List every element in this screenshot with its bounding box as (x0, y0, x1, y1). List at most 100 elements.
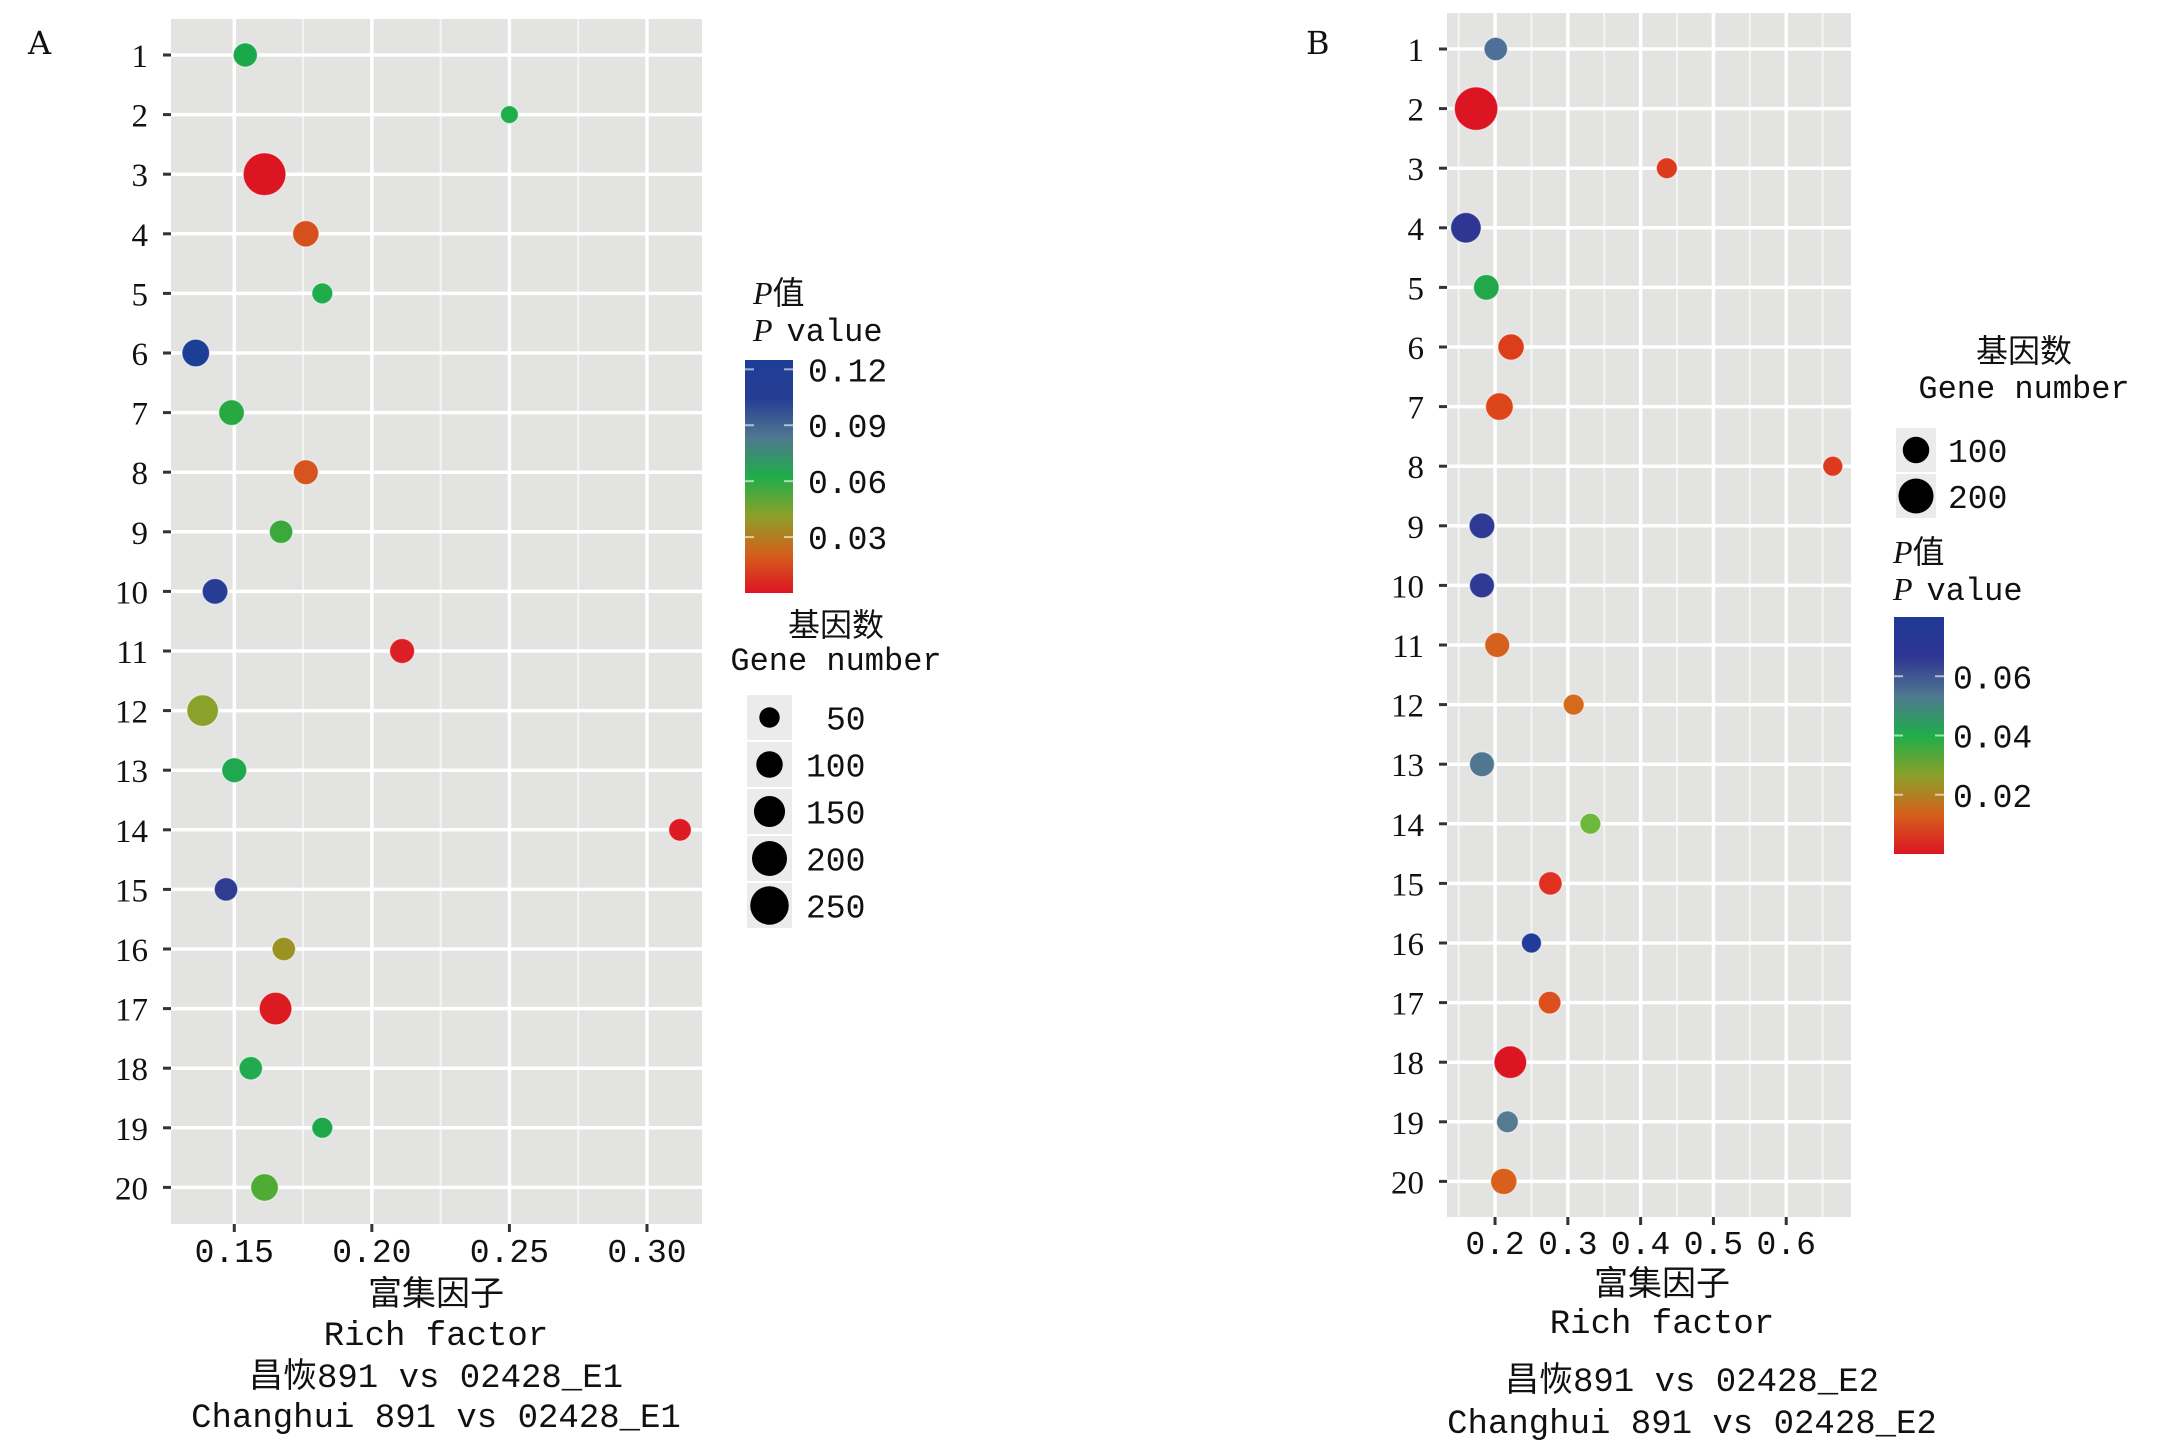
y-tick-label: 12 (115, 695, 148, 731)
y-tick-label: 10 (115, 575, 148, 611)
data-point (1485, 392, 1514, 422)
x-tick-label: 0.2 (1465, 1227, 1524, 1264)
y-tick-label: 14 (1391, 808, 1424, 844)
data-point (1497, 333, 1525, 361)
data-point (221, 757, 248, 784)
y-tick-label: 13 (115, 754, 148, 790)
data-point (1453, 86, 1499, 131)
data-point (1468, 751, 1496, 778)
x-tick-label: 0.6 (1757, 1227, 1816, 1264)
y-tick-label: 20 (115, 1171, 148, 1207)
data-point (1822, 455, 1844, 477)
legend-title-en-text: value (1927, 573, 2023, 610)
size-key-label: 200 (806, 844, 865, 881)
x-tick-label: 0.5 (1684, 1227, 1743, 1264)
colorbar (745, 360, 793, 593)
x-axis-title: Rich factor (324, 1318, 548, 1356)
plot-area (171, 19, 702, 1224)
x-tick-label: 0.15 (195, 1235, 274, 1272)
legend-title-p2: P (752, 312, 773, 348)
size-legend: 基因数 Gene number 50 100 150 200 250 (730, 608, 942, 928)
data-point (1520, 932, 1543, 954)
y-tick-label: 5 (1408, 271, 1425, 307)
legend-title-cn: P值 (752, 275, 805, 314)
gridlines (171, 19, 702, 1224)
y-tick-label: 13 (1391, 748, 1424, 784)
data-point (258, 991, 293, 1026)
size-legend-title-en: Gene number (730, 643, 941, 680)
y-tick-label: 18 (1391, 1046, 1424, 1082)
data-point (292, 459, 319, 486)
data-point (238, 1055, 264, 1081)
colorbar-ticks: 0.12 0.09 0.06 0.03 (745, 354, 887, 559)
y-tick-label: 18 (115, 1052, 148, 1088)
data-point (201, 577, 229, 605)
plot-area (1447, 13, 1851, 1217)
x-tick-label: 0.20 (332, 1235, 411, 1272)
caption-cn: 昌恢891 vs 02428_E2 (1505, 1361, 1879, 1402)
points (1450, 36, 1844, 1196)
legend-title-cn-text: 值 (773, 276, 805, 314)
data-point (1537, 990, 1562, 1015)
caption: Changhui 891 vs 02428_E1 (191, 1400, 681, 1438)
size-key-dot (751, 840, 788, 877)
size-key-dot (759, 707, 780, 728)
data-point (499, 105, 519, 125)
y-tick-label: 20 (1391, 1165, 1424, 1201)
data-point (311, 282, 334, 305)
data-point (1538, 871, 1563, 896)
x-axis: 0.2 0.3 0.4 0.5 0.6 (1465, 1217, 1816, 1264)
y-tick-label: 8 (132, 456, 149, 492)
x-axis-title-cn: 富集因子 (368, 1275, 504, 1316)
data-point (1579, 812, 1602, 835)
y-tick-label: 8 (1408, 450, 1425, 486)
caption: Changhui 891 vs 02428_E2 (1447, 1406, 1937, 1444)
x-tick-label: 0.25 (470, 1235, 549, 1272)
size-key-label: 50 (826, 703, 866, 740)
y-tick-label: 14 (115, 814, 148, 850)
size-key-dot (1898, 478, 1934, 514)
legend-title-cn: P值 (1892, 534, 1945, 573)
colorbar-tick-label: 0.06 (1953, 661, 2032, 698)
gridlines (1447, 13, 1851, 1217)
size-key-dot (750, 886, 789, 925)
legend-title-p: P (752, 275, 773, 311)
data-point (1495, 1110, 1519, 1134)
y-tick-label: 6 (1408, 331, 1425, 367)
y-tick-label: 9 (1408, 510, 1425, 546)
legend-title-p: P (1892, 534, 1913, 570)
x-tick-label: 0.30 (607, 1235, 686, 1272)
y-tick-label: 15 (115, 873, 148, 909)
data-point (1493, 1045, 1528, 1080)
size-key-dot (1902, 436, 1930, 464)
colorbar-tick-label: 0.06 (808, 466, 887, 503)
y-tick-label: 4 (1408, 212, 1425, 248)
legend-title-en-text: value (787, 314, 883, 351)
y-tick-label: 10 (1391, 569, 1424, 605)
y-tick-label: 1 (1408, 33, 1425, 69)
size-key-label: 250 (806, 891, 865, 928)
data-point (1655, 157, 1678, 180)
data-point (311, 1116, 334, 1139)
size-key-label: 200 (1948, 481, 2007, 518)
panel-label: B (1306, 24, 1330, 62)
y-tick-label: 17 (115, 993, 148, 1029)
y-tick-label: 9 (132, 516, 149, 552)
data-point (1472, 273, 1500, 301)
colorbar-tick-label: 0.03 (808, 522, 887, 559)
size-legend-keys: 50 100 150 200 250 (747, 695, 866, 928)
data-point (181, 338, 211, 368)
y-tick-label: 15 (1391, 867, 1424, 903)
y-tick-label: 2 (132, 99, 149, 135)
x-axis: 0.15 0.20 0.25 0.30 (195, 1224, 687, 1272)
size-key-label: 100 (1948, 435, 2007, 472)
data-point (1484, 631, 1511, 659)
size-key-dot (756, 751, 783, 778)
